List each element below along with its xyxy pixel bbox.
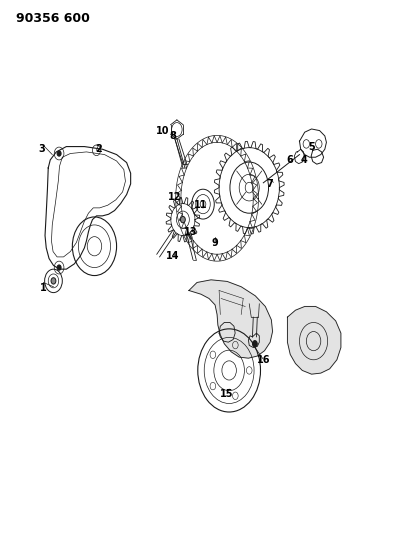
Text: 10: 10 bbox=[156, 126, 169, 135]
Text: 5: 5 bbox=[308, 142, 314, 151]
Text: 15: 15 bbox=[220, 390, 233, 399]
Polygon shape bbox=[287, 306, 340, 374]
Text: 11: 11 bbox=[194, 200, 207, 210]
Text: 1: 1 bbox=[40, 283, 47, 293]
Text: 16: 16 bbox=[256, 355, 269, 365]
Circle shape bbox=[57, 265, 61, 270]
Circle shape bbox=[180, 216, 185, 223]
Text: 4: 4 bbox=[300, 155, 306, 165]
Circle shape bbox=[57, 151, 61, 156]
Text: 14: 14 bbox=[166, 251, 179, 261]
Text: 9: 9 bbox=[211, 238, 218, 247]
Text: 13: 13 bbox=[184, 227, 197, 237]
Text: 90356 600: 90356 600 bbox=[16, 12, 90, 25]
Text: 3: 3 bbox=[39, 144, 45, 154]
Text: 2: 2 bbox=[95, 144, 101, 154]
Text: 6: 6 bbox=[286, 155, 292, 165]
Circle shape bbox=[252, 341, 257, 347]
Text: 8: 8 bbox=[169, 131, 176, 141]
Polygon shape bbox=[188, 280, 272, 358]
Text: 12: 12 bbox=[168, 192, 181, 202]
Text: 7: 7 bbox=[265, 179, 272, 189]
Circle shape bbox=[51, 278, 56, 284]
